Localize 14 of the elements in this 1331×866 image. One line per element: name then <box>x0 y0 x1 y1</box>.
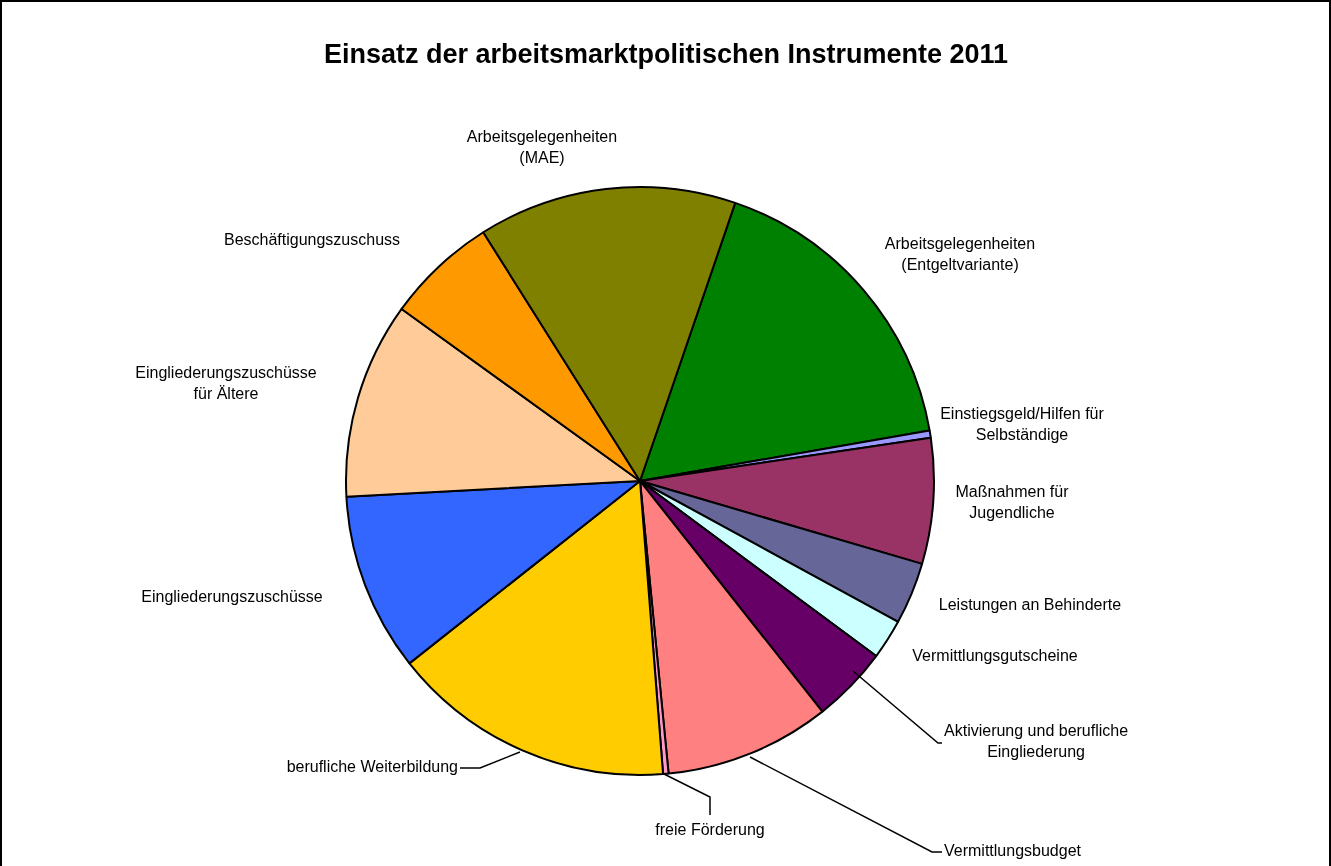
slice-label: Eingliederungszuschüsse <box>141 588 323 606</box>
slice-label: Einstiegsgeld/Hilfen für Selbständige <box>940 404 1105 443</box>
chart-title: Einsatz der arbeitsmarktpolitischen Instrumente 2011 <box>323 39 1009 70</box>
slice-label: Vermittlungsbudget <box>944 842 1082 860</box>
slice-label: Arbeitsgelegenheiten (Entgeltvariante) <box>884 234 1036 273</box>
slice-label: Arbeitsgelegenheiten (MAE) <box>466 127 618 166</box>
slice-label: Vermittlungsgutscheine <box>912 647 1078 665</box>
slice-label: berufliche Weiterbildung <box>286 758 458 776</box>
slice-label: Leistungen an Behinderte <box>938 596 1122 614</box>
slice-label: Maßnahmen für Jugendliche <box>955 482 1070 521</box>
slice-label: Aktivierung und berufliche Eingliederung <box>944 721 1129 760</box>
slice-label: freie Förderung <box>655 821 765 839</box>
slice-label: Beschäftigungszuschuss <box>223 231 401 249</box>
slice-label: Eingliederungszuschüsse für Ältere <box>135 363 317 402</box>
